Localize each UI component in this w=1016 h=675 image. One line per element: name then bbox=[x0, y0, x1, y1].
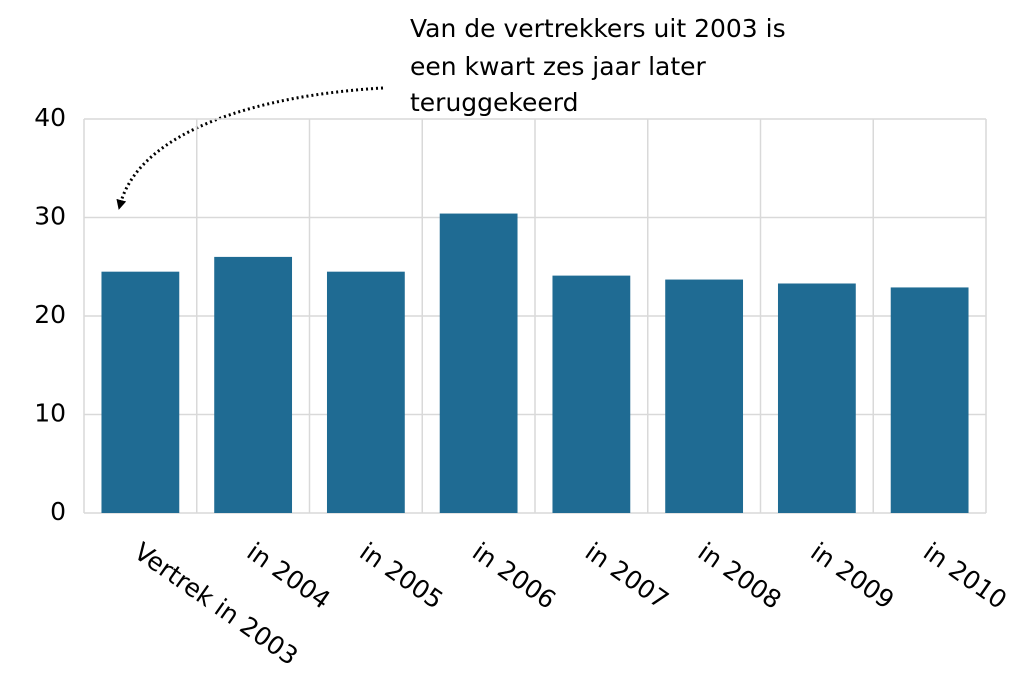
annotation-line: een kwart zes jaar later bbox=[410, 52, 707, 81]
y-tick-label: 30 bbox=[34, 202, 66, 231]
bar bbox=[890, 287, 969, 513]
x-tick-label: in 2009 bbox=[805, 537, 899, 615]
bar bbox=[214, 256, 293, 513]
x-tick-label: in 2005 bbox=[354, 537, 448, 615]
bar bbox=[439, 213, 518, 513]
annotation-line: teruggekeerd bbox=[410, 88, 578, 117]
y-tick-label: 20 bbox=[34, 300, 66, 329]
x-tick-label: in 2004 bbox=[242, 537, 336, 615]
bar bbox=[552, 275, 631, 513]
annotation-arrow bbox=[116, 86, 384, 210]
annotation-line: Van de vertrekkers uit 2003 is bbox=[410, 14, 786, 43]
bar bbox=[101, 271, 180, 513]
y-tick-label: 10 bbox=[34, 399, 66, 428]
x-tick-label: in 2008 bbox=[693, 537, 787, 615]
bar bbox=[665, 279, 744, 513]
bar bbox=[777, 283, 856, 513]
y-tick-label: 40 bbox=[34, 103, 66, 132]
bar bbox=[326, 271, 405, 513]
x-tick-label: in 2006 bbox=[467, 537, 561, 615]
x-tick-label: in 2007 bbox=[580, 537, 674, 615]
x-tick-label: in 2010 bbox=[918, 537, 1012, 615]
y-tick-label: 0 bbox=[50, 497, 66, 526]
